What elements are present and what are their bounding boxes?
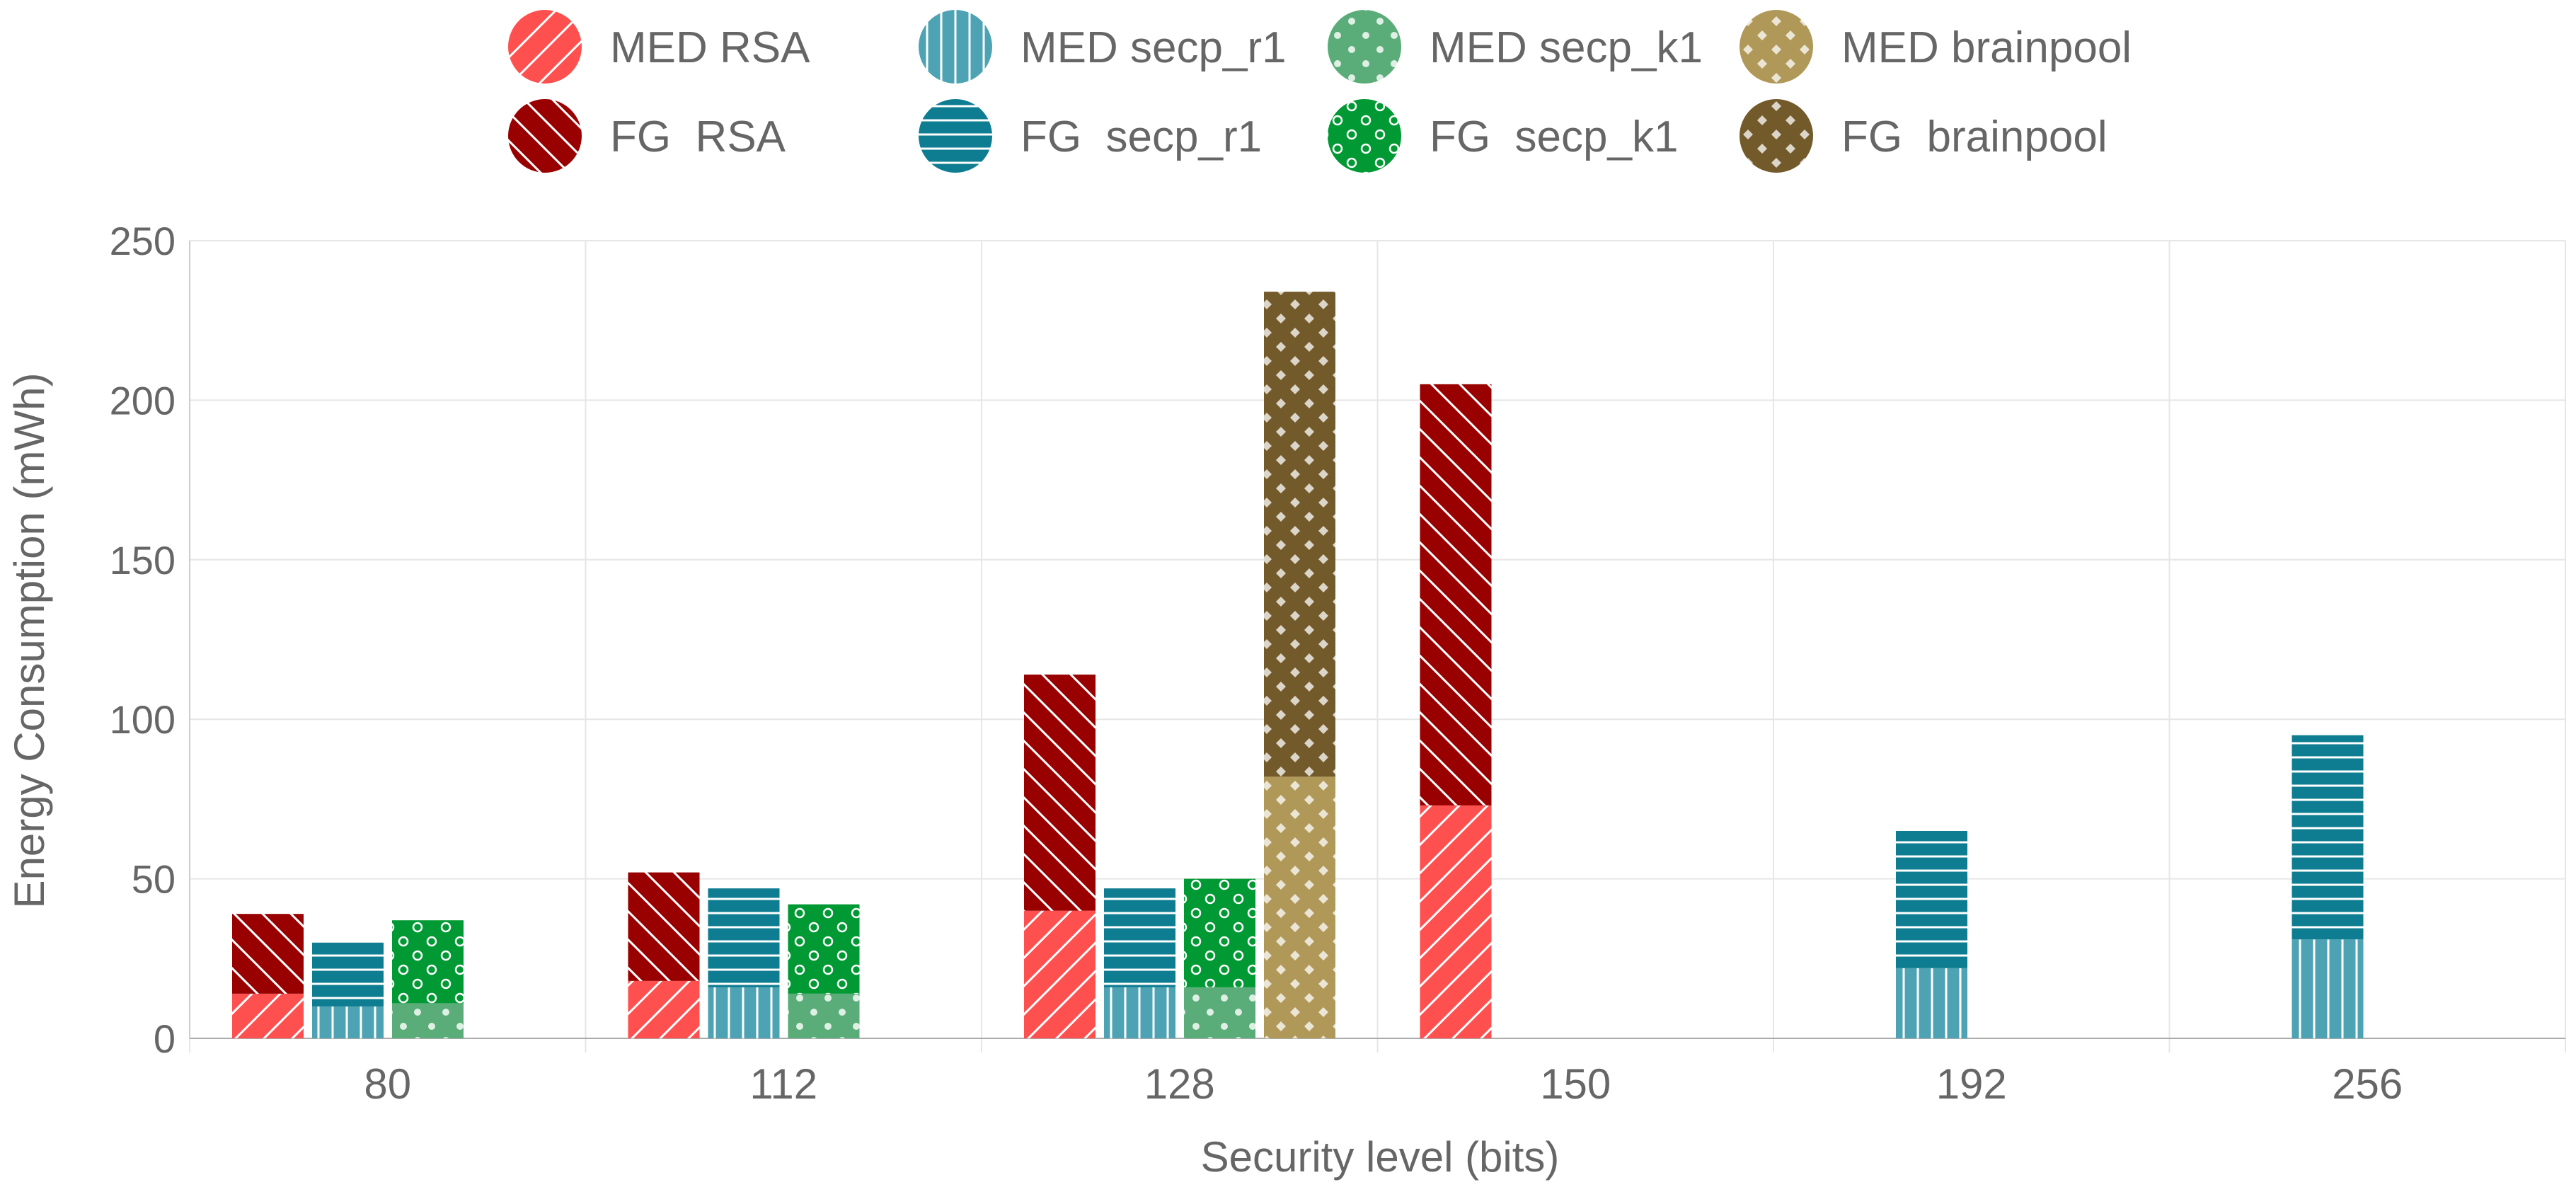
y-axis-title: Energy Consumption (mWh) (6, 373, 53, 909)
grid (189, 240, 2566, 1053)
bar-med-secp_r1-192 (1896, 968, 1967, 1038)
bar-fg-secp_r1-192 (1896, 830, 1967, 968)
bar-med-RSA-150 (1420, 805, 1492, 1038)
bar-fg-secp_r1-256 (2292, 735, 2364, 940)
legend: MED RSA FG RSA MED secp_r1 FG secp_r1 MED se… (508, 10, 2132, 173)
legend-swatch (919, 99, 992, 173)
legend-item-med-brainpool[interactable]: MED brainpool (1740, 10, 2132, 84)
legend-label: FG brainpool (1841, 113, 2108, 161)
bar-fg-RSA-128 (1024, 675, 1096, 911)
legend-swatch (1328, 99, 1401, 173)
bar-med-brainpool-128 (1264, 776, 1335, 1038)
legend-item-med-secp_k1[interactable]: MED secp_k1 (1328, 10, 1703, 84)
bar-med-RSA-128 (1024, 910, 1096, 1038)
bar-fg-secp_k1-128 (1184, 878, 1255, 987)
legend-item-med-secp_r1[interactable]: MED secp_r1 (919, 10, 1287, 84)
bar-fg-brainpool-128 (1264, 292, 1335, 777)
legend-label: MED secp_k1 (1430, 23, 1703, 72)
legend-label: FG secp_r1 (1020, 113, 1262, 161)
bar-fg-RSA-80 (232, 914, 304, 994)
bar-med-secp_r1-256 (2292, 939, 2364, 1038)
y-tick-label: 100 (110, 697, 176, 742)
legend-item-fg-secp_k1[interactable]: FG secp_k1 (1328, 99, 1678, 173)
bar-fg-secp_k1-112 (788, 904, 860, 994)
x-tick-label: 80 (364, 1060, 411, 1108)
legend-label: FG secp_k1 (1430, 113, 1678, 161)
legend-swatch (508, 99, 582, 173)
y-tick-label: 150 (110, 538, 176, 583)
legend-label: MED brainpool (1841, 23, 2132, 72)
bar-med-secp_r1-128 (1104, 987, 1175, 1038)
y-axis: 0 50 100 150 200 250 (110, 219, 190, 1061)
bar-fg-secp_r1-80 (312, 942, 384, 1007)
legend-item-fg-brainpool[interactable]: FG brainpool (1740, 99, 2108, 173)
bar-fg-secp_r1-128 (1104, 888, 1175, 987)
bar-med-RSA-112 (628, 980, 700, 1038)
x-tick-label: 112 (749, 1060, 817, 1108)
x-tick-label: 128 (1144, 1060, 1215, 1108)
bar-med-RSA-80 (232, 993, 304, 1038)
bar-med-secp_k1-112 (788, 993, 860, 1038)
bar-med-secp_r1-80 (312, 1006, 384, 1038)
bar-fg-RSA-112 (628, 872, 700, 981)
legend-swatch (1740, 99, 1813, 173)
x-tick-label: 192 (1936, 1060, 2007, 1108)
bars (232, 292, 2364, 1038)
x-axis: 80 112 128 150 192 256 (190, 1038, 2565, 1108)
legend-swatch (919, 10, 992, 84)
legend-label: FG RSA (610, 113, 786, 161)
legend-swatch (508, 10, 582, 84)
legend-swatch (1740, 10, 1813, 84)
y-tick-label: 250 (110, 219, 176, 263)
y-tick-label: 50 (132, 857, 176, 902)
legend-label: MED RSA (610, 23, 810, 72)
bar-fg-RSA-150 (1420, 384, 1492, 805)
bar-med-secp_r1-112 (708, 987, 780, 1038)
bar-fg-secp_r1-112 (708, 888, 780, 987)
x-tick-label: 256 (2332, 1060, 2403, 1108)
bar-med-secp_k1-128 (1184, 987, 1255, 1038)
legend-swatch (1328, 10, 1401, 84)
bar-med-secp_k1-80 (392, 1003, 464, 1038)
x-tick-label: 150 (1540, 1060, 1611, 1108)
bar-fg-secp_k1-80 (392, 920, 464, 1004)
legend-item-fg-secp_r1[interactable]: FG secp_r1 (919, 99, 1262, 173)
x-axis-title: Security level (bits) (1201, 1133, 1560, 1181)
legend-item-fg-RSA[interactable]: FG RSA (508, 99, 786, 173)
legend-item-med-RSA[interactable]: MED RSA (508, 10, 810, 84)
y-tick-label: 200 (110, 378, 176, 423)
y-tick-label: 0 (154, 1016, 176, 1061)
legend-label: MED secp_r1 (1020, 23, 1287, 72)
